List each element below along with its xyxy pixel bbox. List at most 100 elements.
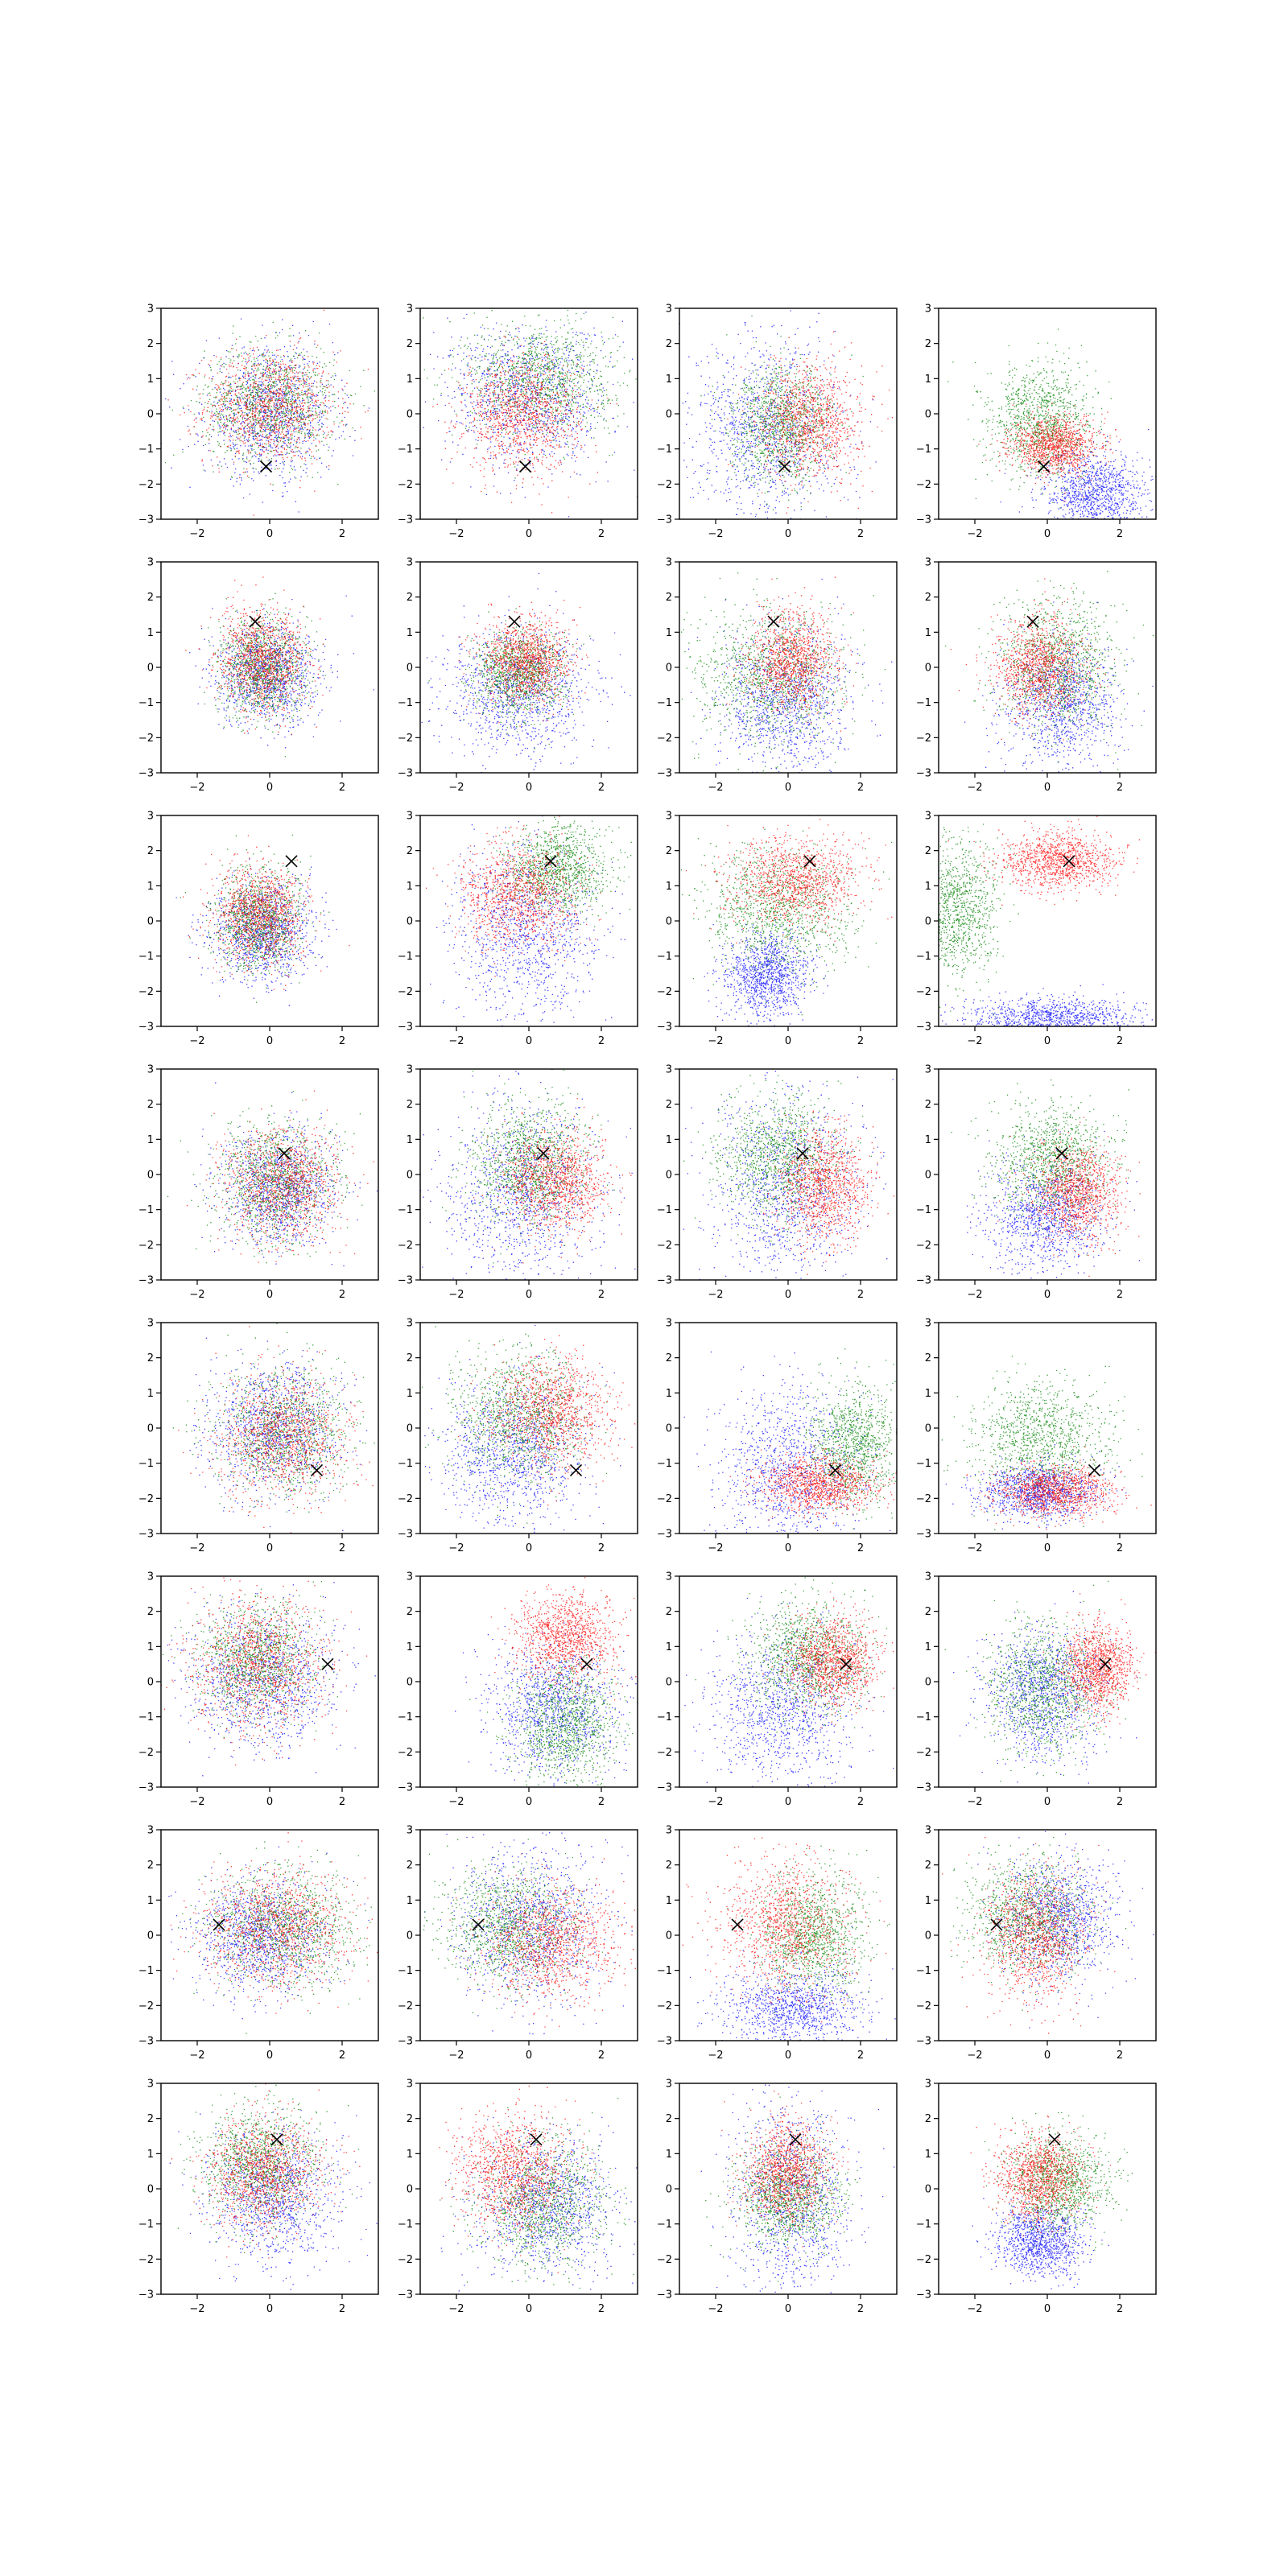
y-tick-label: 0 [666, 1930, 672, 1942]
x-tick-label: 0 [526, 1542, 532, 1554]
reference-marker [285, 855, 298, 868]
series-blue-points [683, 1351, 897, 1534]
series-red-points [167, 309, 369, 516]
y-tick-label: −1 [138, 2219, 154, 2231]
y-tick-label: 2 [147, 1606, 154, 1618]
y-tick-label: −2 [916, 733, 931, 745]
y-tick-label: −2 [398, 986, 413, 998]
series-green-points [947, 328, 1112, 509]
y-tick-label: −2 [398, 1747, 413, 1759]
y-tick-label: −1 [657, 1711, 672, 1724]
panel-points [683, 1071, 895, 1280]
series-red-points [449, 1853, 638, 2028]
y-tick-label: −3 [138, 2289, 154, 2301]
x-tick-label: −2 [708, 1796, 723, 1808]
panel-r6-c4: −2 0 2 −3 −2 −1 0 1 2 3 [916, 1571, 1157, 1808]
y-tick-label: 1 [407, 1388, 413, 1400]
panel-points [939, 815, 1156, 1026]
x-tick-label: 0 [785, 1035, 791, 1047]
y-tick-label: −3 [657, 1022, 672, 1034]
y-tick-label: −3 [138, 514, 154, 526]
y-tick-label: 3 [925, 2079, 931, 2091]
panel-r5-c1: −2 0 2 −3 −2 −1 0 1 2 3 [138, 1318, 379, 1554]
y-tick-label: 3 [407, 811, 413, 823]
series-red-points [997, 1117, 1141, 1278]
x-tick-label: 0 [785, 1289, 791, 1301]
x-tick-label: 2 [857, 1035, 864, 1047]
x-tick-label: −2 [967, 1796, 982, 1808]
y-tick-label: 0 [147, 2184, 154, 2196]
y-tick-label: 3 [925, 1825, 931, 1837]
y-tick-label: 2 [147, 1860, 154, 1872]
reference-marker [796, 1147, 809, 1160]
y-tick-label: 2 [407, 1606, 413, 1618]
series-red-points [978, 402, 1121, 502]
x-tick-label: 0 [1044, 1796, 1051, 1808]
y-tick-label: −2 [398, 1493, 413, 1505]
x-tick-label: 2 [1117, 528, 1123, 540]
y-tick-label: 1 [407, 2149, 413, 2161]
series-red-points [729, 1442, 897, 1524]
y-tick-label: −3 [916, 1022, 931, 1034]
y-tick-label: −2 [138, 1493, 154, 1505]
y-tick-label: 3 [147, 1571, 154, 1583]
reference-marker [1099, 1657, 1112, 1670]
series-green-points [944, 571, 1154, 770]
series-red-points [970, 2116, 1112, 2245]
x-tick-label: 2 [1117, 2303, 1123, 2315]
y-tick-label: −2 [138, 479, 154, 491]
panel-points [161, 1576, 376, 1777]
y-tick-label: 0 [925, 1677, 931, 1689]
y-tick-label: 3 [147, 557, 154, 569]
panel-r4-c2: −2 0 2 −3 −2 −1 0 1 2 3 [398, 1064, 638, 1301]
y-tick-label: −3 [916, 1275, 931, 1287]
y-tick-label: 1 [925, 1641, 931, 1653]
y-tick-label: 2 [666, 338, 672, 350]
y-tick-label: −3 [657, 768, 672, 780]
y-tick-label: 3 [666, 1064, 672, 1076]
y-tick-label: 1 [666, 1388, 672, 1400]
y-tick-label: −3 [398, 1022, 413, 1034]
series-green-points [939, 824, 1019, 1015]
y-tick-label: 0 [407, 1423, 413, 1435]
y-tick-label: 2 [407, 338, 413, 350]
series-red-points [183, 835, 350, 990]
y-tick-label: 1 [925, 1134, 931, 1146]
y-tick-label: 3 [407, 1064, 413, 1076]
y-tick-label: 1 [925, 1895, 931, 1907]
y-tick-label: 0 [666, 1677, 672, 1689]
reference-marker [767, 615, 780, 628]
y-tick-label: −2 [138, 733, 154, 745]
x-tick-label: −2 [448, 1289, 464, 1301]
panel-r6-c1: −2 0 2 −3 −2 −1 0 1 2 3 [138, 1571, 379, 1808]
x-tick-label: 2 [1117, 1289, 1123, 1301]
reference-marker [249, 615, 262, 628]
series-blue-points [679, 310, 877, 519]
x-tick-label: −2 [967, 2050, 982, 2062]
y-tick-label: −1 [657, 697, 672, 709]
y-tick-label: −1 [138, 1204, 154, 1216]
x-tick-label: 2 [339, 1796, 345, 1808]
y-tick-label: 3 [407, 1318, 413, 1330]
reference-marker [778, 460, 791, 473]
x-tick-label: −2 [189, 1035, 204, 1047]
x-tick-label: 0 [266, 1796, 273, 1808]
reference-marker [472, 1918, 485, 1931]
y-tick-label: 2 [147, 1099, 154, 1111]
y-tick-label: 1 [147, 1134, 154, 1146]
y-tick-label: 2 [666, 1352, 672, 1364]
y-tick-label: 1 [925, 1388, 931, 1400]
y-tick-label: −2 [398, 2000, 413, 2013]
x-tick-label: −2 [448, 2050, 464, 2062]
y-tick-label: 3 [666, 2079, 672, 2091]
y-tick-label: 0 [147, 916, 154, 928]
x-tick-label: −2 [967, 782, 982, 794]
panel-points [175, 834, 350, 1006]
y-tick-label: 0 [666, 1423, 672, 1435]
x-tick-label: 0 [1044, 2050, 1051, 2062]
y-tick-label: −1 [398, 444, 413, 456]
y-tick-label: 2 [925, 1352, 931, 1364]
y-tick-label: 2 [666, 2113, 672, 2125]
y-tick-label: 2 [147, 1352, 154, 1364]
